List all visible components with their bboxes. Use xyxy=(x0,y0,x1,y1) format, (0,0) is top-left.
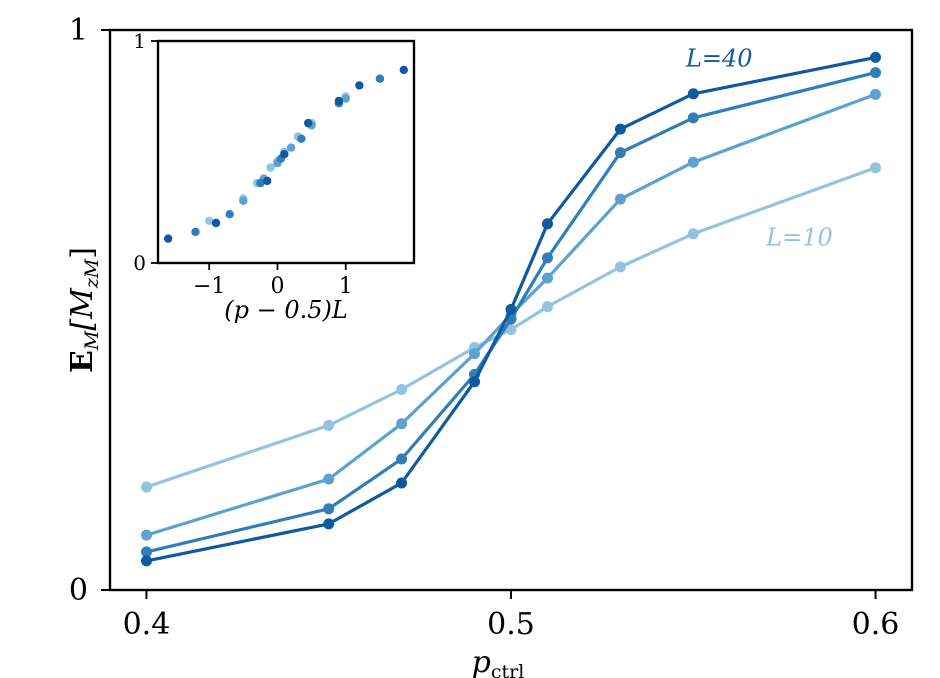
y-axis-label-close: ] xyxy=(65,247,100,259)
data-point xyxy=(542,218,553,230)
inset-point xyxy=(225,210,234,219)
inset-plot: −1 0 1 01 (p − 0.5)L xyxy=(133,29,416,324)
data-point xyxy=(614,261,626,273)
y-axis-label-arg-sub: zM xyxy=(81,258,103,289)
inset-point xyxy=(341,94,350,103)
inset-point xyxy=(256,178,265,188)
data-point xyxy=(141,481,152,493)
y-tick-label: 0 xyxy=(69,573,88,608)
data-point xyxy=(323,503,335,515)
data-point xyxy=(396,418,408,430)
inset-point xyxy=(304,118,313,128)
y-axis-label-main: E xyxy=(65,350,100,373)
data-point xyxy=(323,419,335,431)
inset-point xyxy=(334,96,344,106)
data-point xyxy=(505,303,517,315)
series-annotation: L=10 xyxy=(765,224,833,252)
data-point xyxy=(323,518,335,530)
main-series-group xyxy=(141,51,881,567)
inset-point xyxy=(375,74,385,83)
y-axis-label-sub: M xyxy=(81,330,103,351)
data-point xyxy=(687,88,699,100)
x-axis-label-sub: ctrl xyxy=(491,661,524,678)
series-annotation: L=40 xyxy=(685,44,753,72)
inset-point xyxy=(280,150,289,159)
main-x-ticks: 0.4 0.5 0.6 xyxy=(123,590,900,642)
inset-y-ticks: 01 xyxy=(133,29,158,275)
data-point xyxy=(542,252,553,264)
inset-point xyxy=(211,218,221,228)
y-axis-label-arg: [M xyxy=(65,287,100,331)
data-point xyxy=(870,67,881,79)
x-axis-label-main: p xyxy=(472,645,491,678)
inset-point xyxy=(266,163,275,172)
data-point xyxy=(542,272,553,284)
x-axis-label: pctrl xyxy=(472,645,525,678)
data-point xyxy=(505,324,517,336)
data-point xyxy=(870,51,881,63)
data-point xyxy=(687,156,699,168)
inset-point xyxy=(399,65,408,75)
inset-point xyxy=(239,196,248,205)
inset-x-tick-label: −1 xyxy=(193,274,225,299)
data-point xyxy=(396,477,408,489)
inset-x-ticks: −1 0 1 xyxy=(193,263,353,299)
data-point xyxy=(870,162,881,174)
data-point xyxy=(469,348,480,360)
inset-x-tick-label: 1 xyxy=(339,274,353,299)
inset-points-group xyxy=(164,65,408,243)
inset-point xyxy=(297,134,306,143)
data-point xyxy=(687,112,699,124)
data-point xyxy=(614,123,626,135)
main-annotations: L=40 L=10 xyxy=(685,44,833,251)
data-point xyxy=(614,147,626,159)
data-point xyxy=(396,453,408,465)
data-point xyxy=(323,473,335,485)
data-point xyxy=(141,529,152,541)
x-tick-label: 0.6 xyxy=(852,607,900,642)
data-point xyxy=(614,193,626,205)
data-point xyxy=(687,228,699,240)
inset-y-tick-label: 0 xyxy=(133,251,146,275)
data-point xyxy=(141,555,152,567)
inset-point xyxy=(205,216,214,225)
y-axis-label: EM[MzM] xyxy=(65,247,103,373)
data-point xyxy=(870,88,881,100)
y-tick-label: 1 xyxy=(69,13,88,48)
main-plot: 0.4 0.5 0.6 01 L=40L=10 pctrl EM[MzM] xyxy=(65,13,914,678)
inset-point xyxy=(286,143,296,152)
inset-y-tick-label: 1 xyxy=(133,29,146,53)
inset-point xyxy=(191,227,200,237)
inset-plot-frame xyxy=(156,39,416,265)
x-tick-label: 0.5 xyxy=(487,607,535,642)
data-point xyxy=(141,546,152,558)
data-point xyxy=(542,301,553,313)
data-point xyxy=(396,384,408,395)
inset-point xyxy=(164,234,173,243)
inset-x-axis-label: (p − 0.5)L xyxy=(224,296,348,324)
inset-point xyxy=(263,176,272,186)
inset-x-tick-label: 0 xyxy=(270,274,284,299)
main-y-ticks: 01 xyxy=(69,13,110,608)
data-point xyxy=(469,376,480,388)
inset-point xyxy=(355,81,364,90)
x-tick-label: 0.4 xyxy=(123,607,171,642)
